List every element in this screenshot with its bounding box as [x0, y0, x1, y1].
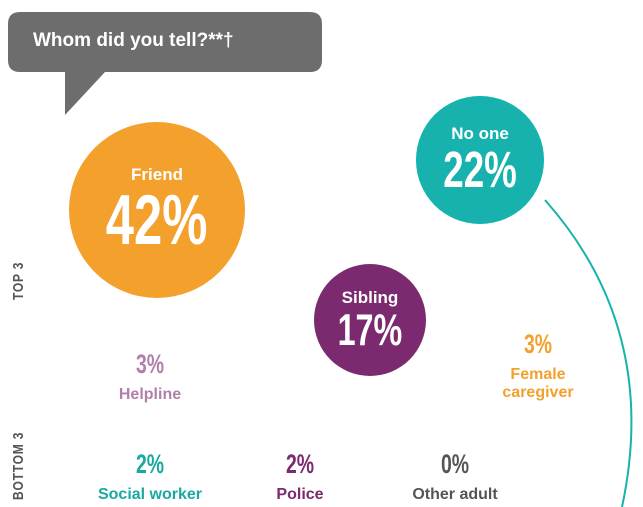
item-value: 3% — [135, 349, 165, 379]
bubble-value: 17% — [337, 303, 403, 355]
item-label: Social worker — [97, 486, 203, 503]
item: 3% Helpline — [50, 349, 250, 404]
item-label: Police — [276, 486, 324, 503]
bubble-label: No one — [451, 124, 509, 144]
bubble-label: Sibling — [341, 287, 399, 307]
group-label: TOP 3 — [10, 261, 27, 300]
bubble-label: Friend — [131, 164, 183, 184]
item-label: Female caregiver — [502, 366, 574, 401]
item-value: 2% — [135, 449, 165, 479]
item-label: Helpline — [118, 386, 182, 403]
item: 2% Police — [220, 449, 380, 504]
item: 2% Social worker — [50, 449, 250, 504]
connector-curve — [544, 199, 633, 507]
bubble: Sibling 17% — [313, 263, 427, 377]
bubble: Friend 42% — [68, 121, 246, 299]
item-value: 2% — [285, 449, 315, 479]
item-label: Other adult — [412, 486, 498, 503]
group-label: BOTTOM 3 — [10, 431, 27, 500]
item-value: 3% — [523, 329, 553, 359]
bubble: No one 22% — [416, 96, 544, 224]
bubble-value: 42% — [106, 179, 208, 259]
item: 0% Other adult — [355, 449, 555, 504]
chart-title: Whom did you tell?**† — [33, 30, 234, 51]
speech-bubble — [8, 12, 322, 115]
item: 3% Female caregiver — [483, 329, 593, 402]
item-value: 0% — [440, 449, 470, 479]
bubble-value: 22% — [443, 141, 517, 199]
